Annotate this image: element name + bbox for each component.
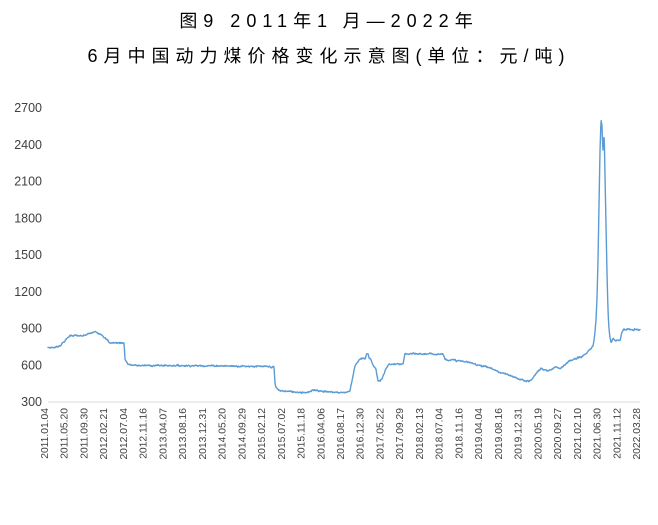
svg-text:300: 300	[21, 395, 42, 409]
svg-text:2100: 2100	[14, 175, 42, 189]
svg-text:2015.07.02: 2015.07.02	[277, 408, 288, 460]
svg-text:2019.08.16: 2019.08.16	[494, 408, 505, 460]
svg-text:2013.04.07: 2013.04.07	[158, 408, 169, 460]
svg-text:2011.01.04: 2011.01.04	[40, 408, 51, 459]
svg-text:2015.11.18: 2015.11.18	[297, 408, 308, 459]
svg-text:2020.05.19: 2020.05.19	[533, 408, 544, 460]
svg-text:2013.08.16: 2013.08.16	[178, 408, 189, 460]
svg-text:2022.03.28: 2022.03.28	[632, 408, 643, 460]
svg-text:2012.11.16: 2012.11.16	[139, 408, 150, 459]
svg-text:2018.11.16: 2018.11.16	[454, 408, 465, 459]
svg-text:1800: 1800	[14, 211, 42, 225]
svg-text:2014.05.20: 2014.05.20	[218, 408, 229, 460]
svg-text:2018.07.04: 2018.07.04	[435, 408, 446, 460]
svg-text:600: 600	[21, 358, 42, 372]
svg-text:2016.04.06: 2016.04.06	[316, 408, 327, 460]
svg-text:2012.07.04: 2012.07.04	[119, 408, 130, 460]
svg-text:2020.09.27: 2020.09.27	[553, 408, 564, 460]
svg-text:2013.12.31: 2013.12.31	[198, 408, 209, 460]
svg-text:2017.09.29: 2017.09.29	[395, 408, 406, 460]
svg-text:2700: 2700	[14, 101, 42, 115]
svg-text:2016.08.17: 2016.08.17	[336, 408, 347, 460]
svg-text:2400: 2400	[14, 138, 42, 152]
svg-text:2017.05.22: 2017.05.22	[375, 408, 386, 460]
svg-text:2011.05.20: 2011.05.20	[60, 408, 71, 459]
svg-text:2019.04.04: 2019.04.04	[474, 408, 485, 460]
svg-text:2021.02.10: 2021.02.10	[573, 408, 584, 460]
svg-text:2021.06.30: 2021.06.30	[593, 408, 604, 460]
svg-text:1200: 1200	[14, 285, 42, 299]
svg-text:1500: 1500	[14, 248, 42, 262]
svg-text:2016.12.30: 2016.12.30	[356, 408, 367, 460]
svg-text:2019.12.31: 2019.12.31	[514, 408, 525, 460]
svg-text:2014.09.29: 2014.09.29	[237, 408, 248, 460]
svg-text:2021.11.12: 2021.11.12	[612, 408, 623, 459]
svg-text:2018.02.13: 2018.02.13	[415, 408, 426, 460]
svg-text:2011.09.30: 2011.09.30	[79, 408, 90, 459]
svg-text:2012.02.21: 2012.02.21	[99, 408, 110, 460]
svg-text:900: 900	[21, 322, 42, 336]
svg-text:2015.02.12: 2015.02.12	[257, 408, 268, 460]
